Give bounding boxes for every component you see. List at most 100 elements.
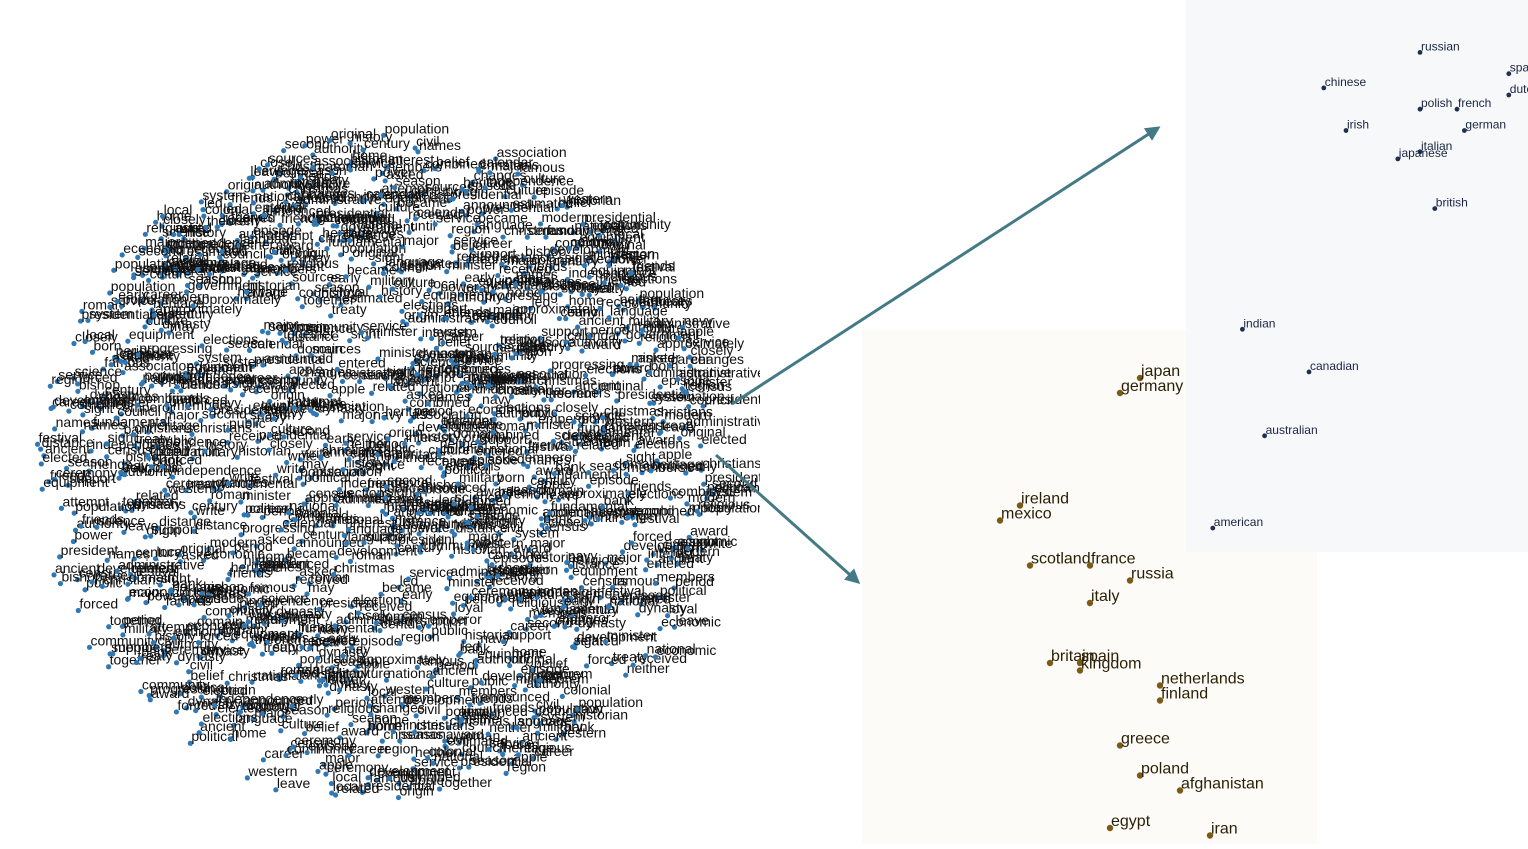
cloud-word: political <box>241 500 292 518</box>
cloud-label: closely <box>555 399 598 415</box>
cloud-label: christians <box>654 403 713 419</box>
cloud-point <box>564 276 571 283</box>
cloud-word: census <box>75 565 123 583</box>
cloud-word: combined <box>396 769 461 787</box>
cloud-label: distance <box>568 555 620 571</box>
cloud-label: political <box>245 500 292 516</box>
cloud-label: together <box>443 413 495 429</box>
point-label: greece <box>1121 731 1170 748</box>
cloud-label: association <box>655 388 725 404</box>
cloud-point <box>299 538 305 544</box>
cloud-word: christians <box>698 455 760 473</box>
cloud-word: presidential <box>478 199 554 217</box>
cloud-label: episode <box>469 451 518 467</box>
cloud-label: neither <box>627 660 670 676</box>
cloud-point <box>318 236 324 243</box>
cloud-point <box>685 511 691 517</box>
cloud-point <box>456 739 463 745</box>
cloud-point <box>636 297 642 303</box>
cloud-label: season <box>68 453 113 469</box>
cloud-point <box>409 365 415 371</box>
cloud-label: support <box>111 639 158 655</box>
cloud-word: equipment <box>250 611 320 629</box>
cloud-point <box>365 781 372 788</box>
cloud-point <box>152 455 158 461</box>
cloud-label: became <box>478 210 528 226</box>
cloud-label: loyal <box>276 197 305 213</box>
cloud-point <box>478 211 485 217</box>
cloud-point <box>267 398 273 405</box>
cloud-word: season <box>63 453 113 471</box>
cloud-label: population <box>115 255 180 271</box>
cloud-word: population <box>338 240 406 258</box>
scatter-point-german: german <box>1462 118 1506 133</box>
cloud-word: award <box>610 359 652 377</box>
point-label: german <box>1465 118 1506 132</box>
cloud-word: bishop <box>483 559 528 577</box>
cloud-word: historian <box>234 442 291 460</box>
cloud-word: origin <box>278 245 316 263</box>
cloud-word: census <box>538 518 586 536</box>
point-label: kingdom <box>1081 656 1141 673</box>
cloud-word: treaty <box>652 293 691 311</box>
cloud-label: origin <box>282 245 316 261</box>
cloud-label: episode <box>661 372 710 388</box>
scatter-point-afghanistan: afghanistan <box>1176 776 1264 794</box>
cloud-point <box>458 292 465 298</box>
cloud-point <box>240 564 246 570</box>
cloud-point <box>363 487 369 493</box>
cloud-label: sight <box>351 326 381 342</box>
cloud-point <box>534 730 541 736</box>
cloud-point <box>278 257 284 263</box>
cloud-label: roman <box>83 296 123 312</box>
cloud-label: changes <box>302 185 355 201</box>
cloud-point <box>233 296 239 302</box>
cloud-label: domain <box>197 613 243 629</box>
cloud-point <box>551 411 558 417</box>
cloud-point <box>284 406 290 412</box>
cloud-word: emperor <box>425 611 482 629</box>
cloud-point <box>353 468 360 474</box>
cloud-point <box>375 753 381 759</box>
point-label: chinese <box>1325 75 1367 89</box>
cloud-label: famous <box>369 769 415 785</box>
cloud-label: history <box>351 129 392 145</box>
scatter-point-irish: irish <box>1343 118 1369 133</box>
cloud-word: early <box>683 458 717 476</box>
cloud-word: interest <box>418 324 468 342</box>
cloud-word: home <box>565 292 604 310</box>
cloud-point <box>272 208 278 215</box>
scatter-point-france: france <box>1086 551 1136 569</box>
cloud-label: home <box>374 712 409 728</box>
cloud-label: language <box>235 710 293 726</box>
cloud-label: equipment <box>579 229 644 245</box>
cloud-point <box>437 424 443 430</box>
cloud-point <box>241 512 247 518</box>
cloud-point <box>332 200 338 207</box>
cloud-point <box>329 665 335 671</box>
cloud-point <box>410 766 416 772</box>
cloud-word: support <box>416 613 467 631</box>
cloud-word: region <box>612 245 655 263</box>
scatter-point-iran: iran <box>1206 821 1238 839</box>
cloud-label: elections <box>441 412 496 428</box>
cloud-point <box>383 461 389 467</box>
cloud-word: domain <box>193 613 243 631</box>
cloud-point <box>683 470 689 476</box>
cloud-label: minister <box>642 589 691 605</box>
cloud-label: authority <box>578 233 632 249</box>
cloud-label: language <box>514 712 572 728</box>
cloud-label: attempt <box>489 372 536 388</box>
cloud-point <box>234 237 241 244</box>
cloud-point <box>169 409 175 415</box>
cloud-label: season <box>401 726 446 742</box>
cloud-label: century <box>521 586 567 602</box>
cloud-point <box>119 433 126 439</box>
cloud-point <box>244 775 250 781</box>
scatter-point-egypt: egypt <box>1106 813 1151 832</box>
cloud-point <box>196 730 202 736</box>
cloud-label: language <box>385 254 443 270</box>
point-label: japanese <box>1398 146 1448 160</box>
cloud-point <box>260 757 266 763</box>
cloud-point <box>235 606 241 613</box>
